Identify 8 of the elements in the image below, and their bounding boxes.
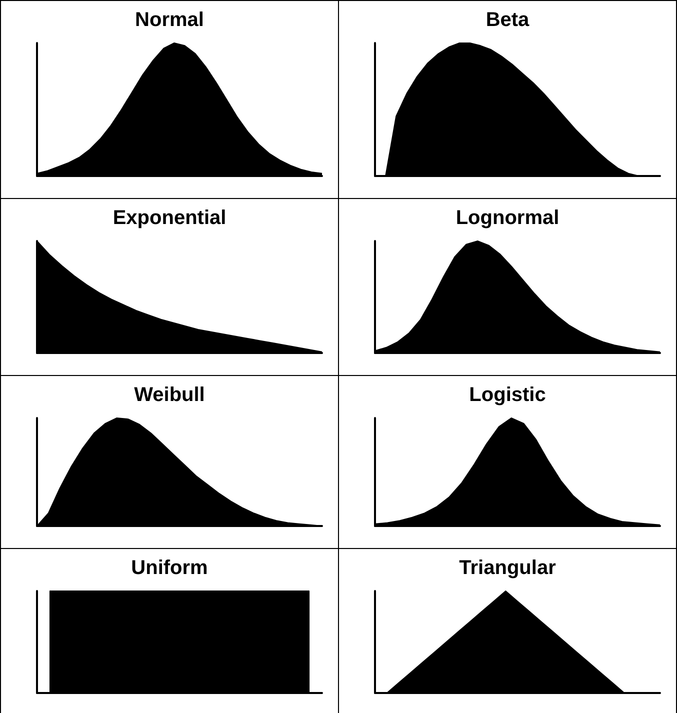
chart-title: Lognormal (456, 207, 560, 229)
chart-title: Exponential (112, 207, 226, 229)
chart-title: Uniform (131, 557, 208, 579)
chart-title: Beta (486, 9, 530, 31)
chart-title: Triangular (459, 557, 556, 579)
chart-title: Normal (135, 9, 204, 31)
chart-title: Logistic (469, 384, 546, 406)
chart-title: Weibull (134, 384, 205, 406)
